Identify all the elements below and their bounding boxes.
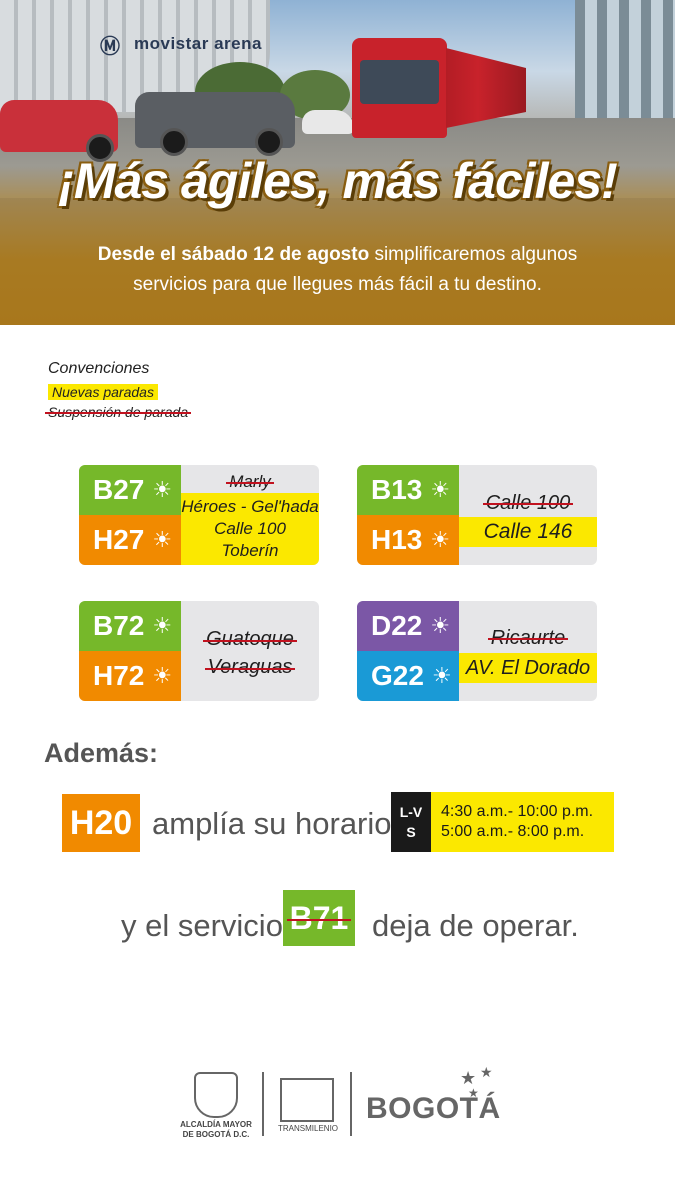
new-stop: AV. El Dorado: [465, 656, 591, 679]
route-badge-h13: H13 ☀: [357, 515, 459, 565]
subtitle-text: simplificaremos algunos servicios para q…: [133, 244, 578, 295]
new-stops: Héroes - Gel'hada Calle 100 Toberín: [181, 493, 319, 565]
route-card-b27-h27: B27 ☀ H27 ☀ Marly Héroes - Gel'hada Calle …: [79, 465, 319, 565]
sun-icon: ☀: [152, 663, 173, 688]
bus-window: [360, 60, 439, 104]
bus-articulation-image: [446, 48, 526, 128]
subtitle: Desde el sábado 12 de agosto simplificar…: [60, 240, 615, 300]
route-badge-b27: B27 ☀: [79, 465, 181, 515]
coat-of-arms-icon: [194, 1072, 238, 1118]
suspended-stop: Guatoque: [203, 625, 297, 653]
schedule-day: L-V: [399, 804, 423, 820]
divider: [350, 1072, 352, 1136]
subtitle-date: Desde el sábado 12 de agosto: [97, 244, 370, 265]
headline: ¡Más ágiles, más fáciles!: [58, 153, 618, 209]
schedule-days: L-V S: [391, 792, 431, 852]
wheel-icon: [160, 128, 188, 156]
new-stop: Héroes - Gel'hada: [181, 497, 319, 516]
route-badge-h20: H20: [62, 794, 140, 852]
footer-logos: ALCALDÍA MAYOR DE BOGOTÁ D.C. TRANSMILEN…: [180, 1064, 500, 1144]
sun-icon: ☀: [152, 527, 173, 552]
alcaldia-label: ALCALDÍA MAYOR DE BOGOTÁ D.C.: [180, 1120, 252, 1139]
legend-title: Convenciones: [48, 360, 150, 377]
sun-icon: ☀: [152, 613, 173, 638]
sun-icon: ☀: [430, 477, 451, 502]
h20-description: amplía su horario:: [152, 806, 401, 841]
suspended-stop: Marly: [226, 472, 274, 491]
schedule-hours: 4:30 a.m.- 10:00 p.m. 5:00 a.m.- 8:00 p.…: [431, 792, 614, 852]
route-code: B71: [286, 899, 352, 936]
schedule-day: S: [406, 824, 416, 840]
suspended-stops: Calle 100: [459, 491, 597, 515]
star-icon: ★: [480, 1064, 493, 1080]
suspended-stops: Ricaurte: [459, 625, 597, 651]
ademas-heading: Además:: [44, 738, 159, 768]
wheel-icon: [255, 128, 283, 156]
sun-icon: ☀: [430, 527, 451, 552]
route-badge-b13: B13 ☀: [357, 465, 459, 515]
b71-pre-text: y el servicio: [121, 908, 283, 943]
movistar-logo-icon: Ⓜ: [100, 36, 120, 58]
route-card-b72-h72: B72 ☀ H72 ☀ Guatoque Veraguas: [79, 601, 319, 701]
route-code: H27: [93, 524, 145, 555]
route-badge-h72: H72 ☀: [79, 651, 181, 701]
new-stop: Calle 100: [214, 519, 286, 538]
sun-icon: ☀: [431, 663, 452, 688]
route-card-b13-h13: B13 ☀ H13 ☀ Calle 100 Calle 146: [357, 465, 597, 565]
schedule-hour: 5:00 a.m.- 8:00 p.m.: [441, 823, 585, 840]
route-code: G22: [371, 660, 424, 691]
bus-image: [352, 38, 447, 138]
stadium-sign: movistar arena: [134, 34, 262, 53]
suspended-stop: Calle 100: [482, 491, 573, 514]
suspended-stop: Ricaurte: [487, 626, 569, 649]
transmilenio-logo-icon: [280, 1078, 334, 1122]
divider: [262, 1072, 264, 1136]
route-code: B27: [93, 474, 145, 505]
schedule-hour: 4:30 a.m.- 10:00 p.m.: [441, 803, 594, 820]
star-icon: ★: [468, 1086, 479, 1100]
route-code: D22: [371, 610, 423, 641]
stadium-image: Ⓜ movistar arena: [0, 0, 270, 112]
suspended-stops: Marly: [181, 471, 319, 493]
route-badge-d22: D22 ☀: [357, 601, 459, 651]
legend-suspended-label: Suspensión de parada: [44, 404, 192, 420]
route-code: H72: [93, 660, 145, 691]
white-car-image: [302, 110, 354, 134]
new-stops: Calle 146: [459, 517, 597, 547]
route-badge-b71: B71: [283, 890, 355, 946]
suspended-stops: Guatoque Veraguas: [181, 625, 319, 681]
b71-post-text: deja de operar.: [372, 908, 579, 943]
suspended-stop: Veraguas: [204, 653, 296, 681]
new-stops: AV. El Dorado: [459, 653, 597, 683]
route-badge-h27: H27 ☀: [79, 515, 181, 565]
star-icon: ★: [460, 1068, 477, 1088]
sun-icon: ☀: [430, 613, 451, 638]
legend: Convenciones Nuevas paradas Suspensión d…: [44, 360, 192, 420]
legend-new-stops: Nuevas paradas: [48, 384, 158, 400]
station-building-image: [575, 0, 675, 130]
bogota-logo: BOGOTÁ: [366, 1092, 501, 1125]
new-stop: Toberín: [221, 541, 279, 560]
sun-icon: ☀: [152, 477, 173, 502]
route-badge-g22: G22 ☀: [357, 651, 459, 701]
route-badge-b72: B72 ☀: [79, 601, 181, 651]
legend-suspended: Suspensión de parada: [44, 404, 192, 420]
route-code: B13: [371, 474, 423, 505]
route-card-d22-g22: D22 ☀ G22 ☀ Ricaurte AV. El Dorado: [357, 601, 597, 701]
transmilenio-label: TRANSMILENIO: [278, 1124, 339, 1133]
route-code: H13: [371, 524, 423, 555]
wheel-icon: [86, 134, 114, 162]
route-code: B72: [93, 610, 145, 641]
new-stop: Calle 146: [483, 520, 573, 543]
hero-banner: Ⓜ movistar arena ¡Más ágiles, más fácile…: [0, 0, 675, 325]
